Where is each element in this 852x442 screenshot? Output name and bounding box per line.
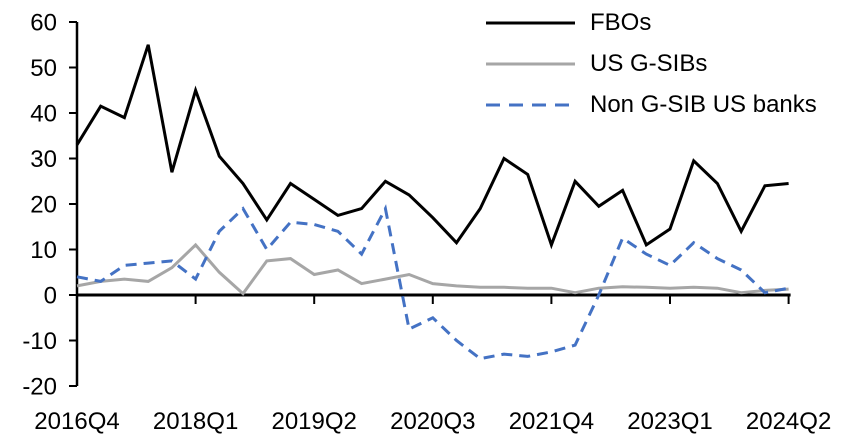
non-gsib-dashed-line-swatch-icon <box>486 103 575 106</box>
x-tick-label: 2019Q2 <box>271 408 356 435</box>
legend-label-fbos: FBOs <box>590 8 652 36</box>
x-tick-label: 2018Q1 <box>153 408 238 435</box>
y-tick-label: 60 <box>30 10 57 37</box>
y-tick-label: -10 <box>22 328 57 355</box>
legend-label-non-gsib: Non G-SIB US banks <box>590 90 817 118</box>
x-axis: 2016Q4 2018Q1 2019Q2 2020Q3 2021Q4 2023Q1 2024… <box>34 293 831 435</box>
us-gsibs-line-swatch-icon <box>486 62 575 65</box>
series-line-2 <box>76 204 789 361</box>
x-tick-label: 2021Q4 <box>509 408 594 435</box>
y-tick-label: 30 <box>30 146 57 173</box>
y-tick-label: 0 <box>44 283 57 310</box>
legend-item-us-gsibs: US G-SIBs <box>486 43 817 84</box>
y-tick-label: 10 <box>30 237 57 264</box>
y-tick-label: 50 <box>30 55 57 82</box>
x-tick-label: 2023Q1 <box>627 408 712 435</box>
fbos-line-swatch-icon <box>486 21 575 24</box>
series-line-1 <box>76 242 789 296</box>
series-lines <box>75 44 789 361</box>
x-tick-label: 2020Q3 <box>390 408 475 435</box>
y-tick-label: 40 <box>30 101 57 128</box>
legend-label-us-gsibs: US G-SIBs <box>590 49 708 77</box>
y-tick-label: 20 <box>30 192 57 219</box>
x-tick-label: 2024Q2 <box>746 408 831 435</box>
legend: FBOs US G-SIBs Non G-SIB US banks <box>486 2 817 125</box>
y-tick-label: -20 <box>22 374 57 401</box>
legend-item-fbos: FBOs <box>486 2 817 43</box>
x-tick-label: 2016Q4 <box>34 408 119 435</box>
legend-item-non-gsib: Non G-SIB US banks <box>486 84 817 125</box>
series-line-0 <box>75 44 789 250</box>
y-axis: 60 50 40 30 20 10 0 -10 -20 <box>22 10 79 401</box>
